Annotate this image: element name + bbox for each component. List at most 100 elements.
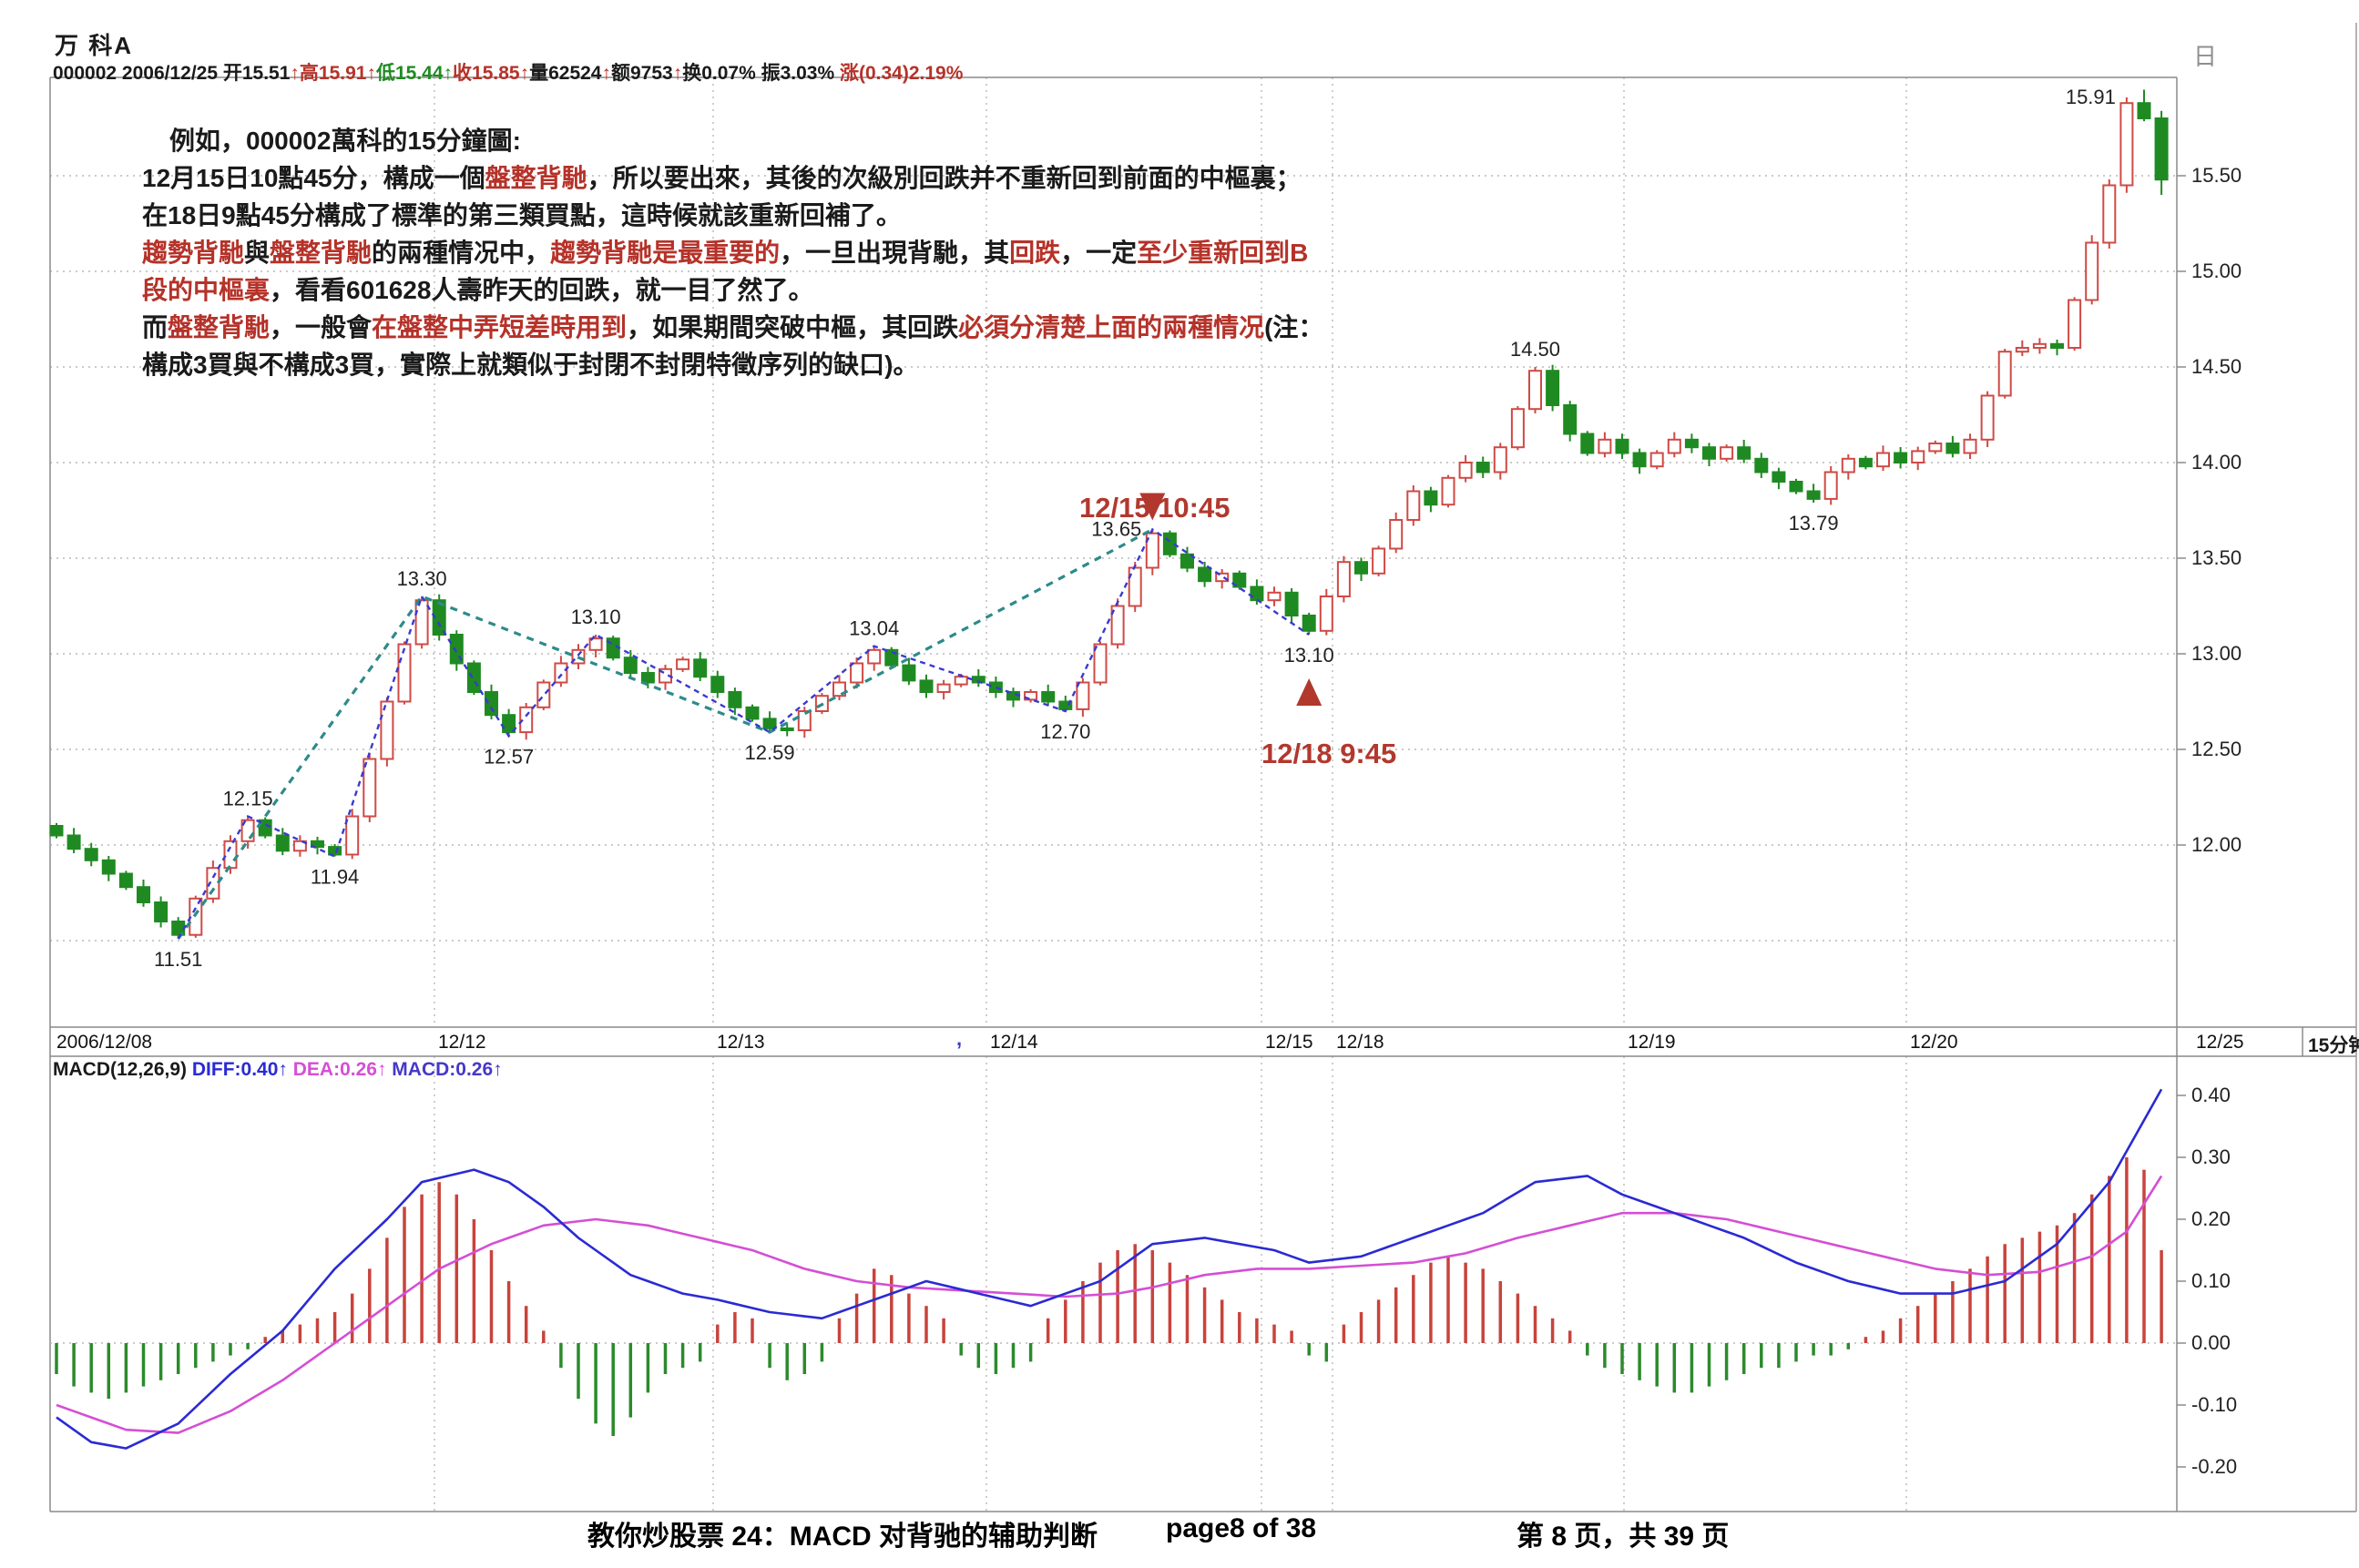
candle-body [432,599,446,636]
text-segment: MACD:0.26↑ [392,1059,503,1080]
candle-body [1406,490,1421,521]
candle-body [2068,299,2082,349]
candle-body [710,676,725,694]
candle-body [2085,241,2099,301]
candle-body [223,840,238,870]
date-axis-label: 12/18 [1336,1032,1384,1053]
footer-page-indicator: page8 of 38 [1166,1513,1317,1543]
text-segment: 收15.85 [453,63,520,84]
text-segment: MACD(12,26,9) [53,1059,192,1080]
candle-body [640,672,655,684]
candle-body [884,648,899,667]
candle-body [936,683,951,693]
swing-price-label: 13.65 [1091,518,1141,541]
candle-body [1772,471,1786,483]
dea-line [56,1175,2163,1434]
candle-body [66,834,81,850]
candle-body [1754,457,1769,473]
candle-body [1911,450,1925,463]
candle-body [49,825,64,837]
candle-body [154,901,168,922]
candle-body [588,637,603,651]
candle-body [1267,591,1282,602]
price-axis-label: 15.50 [2191,164,2242,187]
candle-body [1667,438,1681,454]
date-axis-label: 12/19 [1628,1032,1676,1053]
candle-body [118,872,133,889]
candle-body [2102,184,2117,244]
candle-body [1232,572,1247,588]
macd-axis-label: -0.10 [2191,1393,2237,1416]
date-axis-label: 12/15 [1265,1032,1313,1053]
candle-body [1493,446,1507,473]
candle-body [328,846,342,856]
candle-body [1737,446,1751,460]
candle-body [1458,462,1473,479]
candle-body [1894,452,1908,463]
candle-body [728,691,742,708]
page-footer: 教你炒股票 24：MACD 对背驰的辅助判断 page8 of 38 第 8 页… [0,1513,2359,1552]
candle-body [311,840,324,849]
candle-body [1476,462,1490,473]
date-axis-label: 12/12 [438,1032,486,1053]
candle-body [623,657,638,675]
quote-stats-line: 000002 2006/12/25 开15.51↑高15.91↑低15.44↑收… [53,58,963,86]
candle-body [1702,446,1716,460]
candle-body [2137,102,2151,119]
up-arrow-icon [1296,678,1322,706]
swing-price-label: 11.51 [154,948,202,971]
swing-price-label: 15.91 [2066,86,2116,108]
date-axis-label: 2006/12/08 [56,1032,152,1053]
price-axis-label: 12.50 [2191,738,2242,760]
price-axis-label: 13.50 [2191,546,2242,569]
commentary-line: 例如，000002萬科的15分鐘圖: [169,127,521,155]
candle-body [780,727,794,732]
candle-body [137,886,150,904]
candle-body [485,691,498,717]
candle-body [2050,342,2064,349]
text-segment: 000002 2006/12/25 开15.51 [53,63,291,84]
candle-body [797,710,812,731]
candle-body [536,681,551,708]
date-axis-label: 12/25 [2196,1032,2244,1053]
candle-body [1615,438,1629,454]
text-segment: DEA:0.26↑ [292,1059,393,1080]
candle-body [1823,471,1838,500]
text-segment: ↑ [601,63,612,84]
swing-price-label: 13.04 [849,617,899,640]
text-segment: ↑ [443,63,454,84]
candle-body [1806,490,1821,500]
candle-body [397,643,412,703]
candle-body [2119,102,2134,187]
candle-body [84,848,98,861]
candle-body [1528,370,1542,411]
swing-price-label: 13.30 [397,567,447,590]
date-axis-label: 12/20 [1910,1032,1958,1053]
candle-body [1389,519,1404,550]
text-segment: ↑ [519,63,530,84]
candle-body [1354,561,1368,575]
footer-page-count: 第 8 页，共 39 页 [1516,1522,1730,1552]
candle-body [1841,457,1855,473]
candle-body [554,662,568,684]
candle-body [275,834,290,852]
candle-body [1198,566,1212,583]
text-segment: 涨(0.34)2.19% [839,63,964,84]
candle-body [1145,532,1159,569]
candle-body [1649,452,1664,468]
candle-body [1546,370,1560,407]
candle-body [850,662,864,684]
candle-body [1510,408,1525,449]
candle-body [1302,615,1316,632]
text-segment: DIFF:0.40↑ [191,1059,293,1080]
candle-body [1876,452,1890,468]
footer-document-title: 教你炒股票 24：MACD 对背驰的辅助判断 [587,1522,1098,1552]
candle-body [2015,347,2029,353]
candle-body [1945,443,1960,454]
candle-body [762,718,777,729]
trendline [177,527,1310,940]
candle-body [1997,351,2012,397]
candle-body [1789,481,1803,493]
candle-body [1928,443,1943,453]
macd-axis-label: -0.20 [2191,1455,2237,1478]
